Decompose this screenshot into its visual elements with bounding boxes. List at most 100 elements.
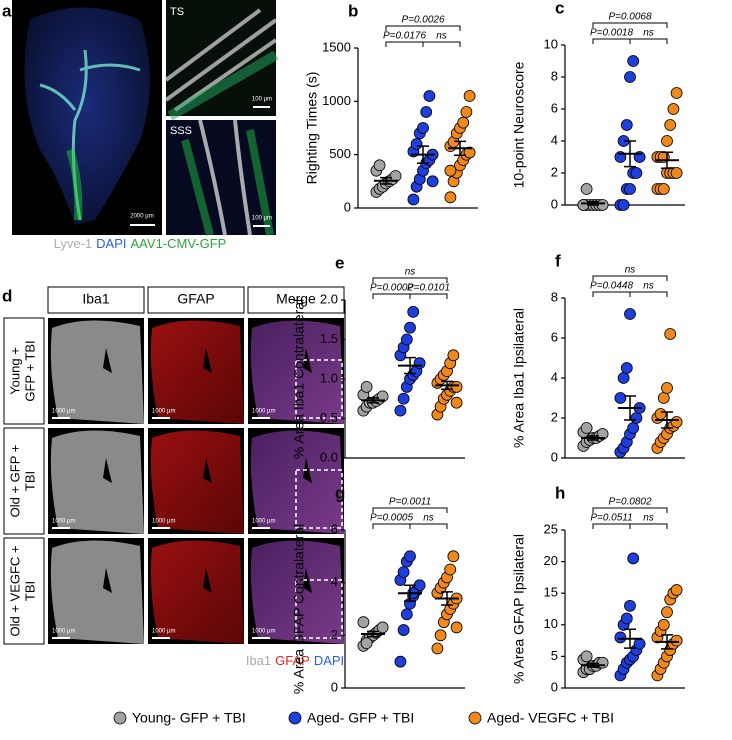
data-point [614, 631, 627, 644]
significance-label: ns [643, 513, 654, 524]
ventricle [203, 348, 212, 373]
row-label-box [3, 537, 45, 645]
caption-word: Iba1 [246, 653, 271, 668]
data-point [463, 90, 476, 102]
error-bar [587, 201, 599, 206]
tissue [150, 430, 244, 534]
data-point [426, 175, 439, 188]
data-point [420, 106, 433, 118]
caption-word: DAPI [314, 653, 344, 668]
caption-word: DAPI [96, 236, 126, 251]
data-point [620, 362, 633, 374]
error-bar [661, 151, 673, 169]
ventricle [203, 458, 212, 483]
data-point [404, 321, 416, 334]
y-axis-label: 10-point Neuroscore [511, 61, 527, 188]
significance-label: ns [625, 265, 636, 276]
data-point [661, 135, 673, 147]
row-label: TBI [22, 581, 37, 601]
data-point [661, 606, 673, 619]
error-bar [587, 435, 599, 441]
data-point [627, 55, 640, 67]
legend: Young- GFP + TBI Aged- GFP + TBI Aged- VEG… [113, 710, 614, 726]
ventricle [303, 568, 312, 593]
data-point [460, 106, 473, 118]
y-tick-label: 8 [551, 289, 558, 304]
significance-bracket [372, 277, 448, 283]
significance-bracket [592, 22, 668, 28]
tissue [50, 430, 144, 534]
y-tick-label: 6 [551, 100, 558, 115]
significance-bracket [629, 291, 668, 297]
significance-label: ns [423, 513, 434, 524]
error-bar [417, 145, 429, 164]
y-tick-label: 0.5 [320, 410, 338, 425]
data-point [360, 637, 373, 650]
significance-label: P=0.0176 [383, 31, 427, 42]
y-tick-label: 0 [344, 199, 351, 214]
data-point [444, 164, 457, 177]
error-bar [661, 634, 673, 650]
y-tick-label: 2 [551, 409, 558, 424]
panel-label: f [555, 251, 561, 270]
significance-bracket [422, 41, 461, 47]
significance-label: P=0.0448 [590, 281, 634, 292]
y-tick-label: 4 [551, 132, 558, 147]
data-point [620, 119, 633, 131]
data-point [400, 608, 413, 621]
data-point [624, 308, 636, 320]
significance-bracket [592, 38, 631, 44]
data-point [630, 412, 643, 424]
scale-label: 1000 µm [152, 519, 175, 525]
panel-label: d [2, 286, 12, 305]
data-point [447, 349, 460, 362]
tissue [150, 540, 244, 644]
significance-label: P=0.0511 [590, 513, 632, 524]
column-header: Merge [276, 291, 316, 307]
y-tick-label: 0 [331, 679, 338, 694]
data-point [670, 634, 683, 647]
row-label-box [3, 317, 45, 425]
data-point [376, 390, 389, 403]
data-point [657, 392, 670, 404]
y-tick-label: 0.0 [320, 449, 338, 464]
y-tick-label: 500 [329, 146, 351, 161]
error-bar [404, 584, 416, 602]
significance-label: P=0.0026 [401, 15, 445, 26]
panel-label: c [555, 0, 564, 17]
data-point [580, 183, 593, 195]
data-point [404, 550, 416, 563]
error-bar [624, 395, 636, 421]
data-point [664, 328, 677, 340]
y-tick-label: 1000 [322, 93, 351, 108]
significance-label: ns [436, 31, 447, 42]
data-point [397, 392, 410, 405]
tissue [250, 320, 344, 424]
error-bar [380, 176, 392, 185]
scale-label: 1000 µm [152, 629, 175, 635]
legend-marker [468, 711, 482, 725]
data-point [664, 119, 677, 131]
scale-label: 1000 µm [52, 519, 75, 525]
data-point [627, 552, 640, 565]
scale-label: 2000 µm [130, 214, 153, 220]
ventricle [103, 458, 112, 483]
ventricle [103, 348, 112, 373]
ventricle [103, 568, 112, 593]
data-point [657, 618, 670, 631]
legend-marker [113, 711, 127, 725]
significance-bracket [629, 523, 668, 529]
data-point [444, 563, 457, 576]
data-point [431, 642, 444, 655]
data-point [617, 199, 630, 211]
error-bar [587, 662, 599, 668]
significance-label: P=0.0068 [608, 12, 652, 23]
column-header: GFAP [177, 291, 214, 307]
error-bar [441, 591, 453, 606]
column-header-box [147, 286, 245, 314]
data-point [397, 566, 410, 579]
image-caption: Iba1 GFAP DAPI [246, 653, 344, 668]
significance-bracket [409, 293, 448, 299]
tissue [50, 540, 144, 644]
